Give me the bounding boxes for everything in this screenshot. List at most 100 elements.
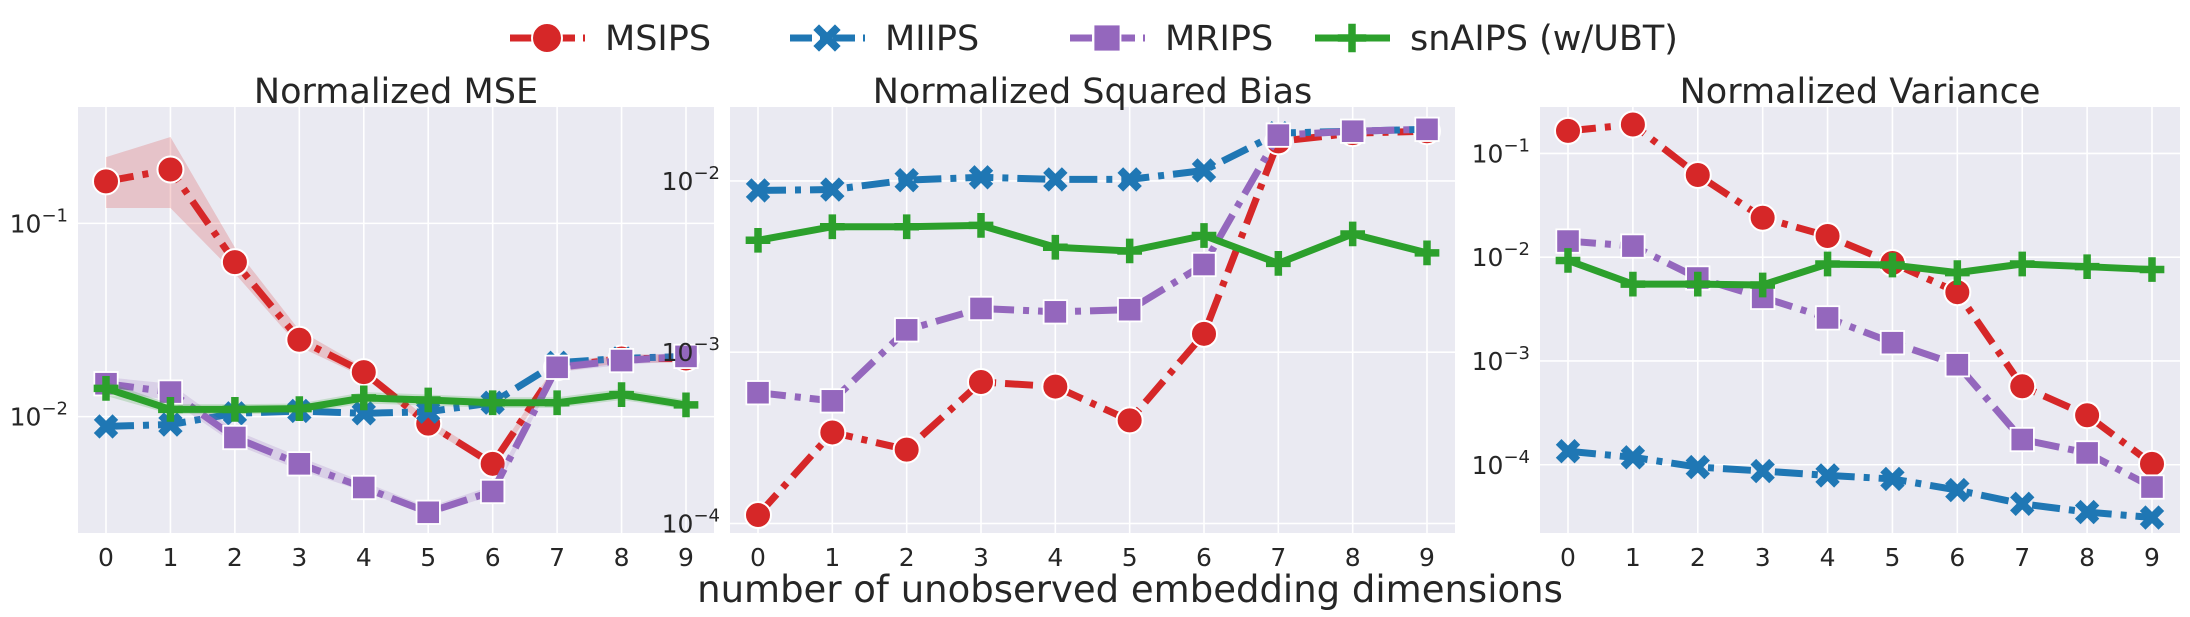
x-tick-label: 0 <box>1560 543 1576 572</box>
panel-title: Normalized Variance <box>1680 72 2041 112</box>
y-tick-base: 10 <box>1472 243 1504 272</box>
series-mrips <box>745 116 1440 414</box>
series-miips <box>1555 439 2165 530</box>
data-point <box>2073 401 2102 430</box>
series-line <box>757 125 1428 405</box>
data-point <box>544 390 570 416</box>
y-tick-base: 10 <box>662 509 694 538</box>
data-point <box>894 167 919 193</box>
data-point <box>892 435 921 464</box>
y-tick-exponent: −3 <box>693 334 720 355</box>
x-tick-label: 7 <box>2014 543 2030 572</box>
data-point <box>967 367 995 396</box>
legend-item-msips: MSIPS <box>510 19 711 59</box>
data-point <box>673 392 699 418</box>
data-point <box>1340 221 1366 247</box>
series-mrips <box>1555 228 2165 500</box>
series-line <box>1566 257 2153 289</box>
data-point <box>415 499 441 525</box>
data-point <box>609 382 634 407</box>
y-tick-exponent: −2 <box>693 163 720 184</box>
y-tick-base: 10 <box>10 403 42 432</box>
legend-item-miips: MIIPS <box>790 19 979 59</box>
data-point <box>1750 458 1775 484</box>
data-point <box>673 343 699 369</box>
data-point <box>222 397 248 422</box>
x-tick-label: 5 <box>1884 543 1900 572</box>
data-point <box>1265 251 1291 276</box>
data-point <box>1115 406 1144 435</box>
x-tick-label: 4 <box>1047 543 1063 572</box>
series-line <box>755 127 1428 518</box>
x-axis-label: number of unobserved embedding dimension… <box>697 568 1563 611</box>
y-tick-label: 10−2 <box>662 163 720 196</box>
series-snaips-w-ubt <box>93 376 699 422</box>
data-point <box>1191 251 1217 278</box>
x-tick-label: 8 <box>2079 543 2095 572</box>
series-group <box>92 136 700 525</box>
data-point <box>745 227 771 253</box>
x-tick-label: 5 <box>420 543 436 572</box>
series-line <box>105 352 687 516</box>
data-point <box>2139 474 2165 500</box>
legend-marker <box>531 22 563 54</box>
data-point <box>480 478 506 505</box>
y-tick-label: 10−2 <box>10 399 68 432</box>
y-tick-exponent: −1 <box>1503 135 1530 156</box>
x-tick-label: 1 <box>1625 543 1641 572</box>
data-point <box>2074 499 2100 525</box>
legend-marker <box>1092 23 1122 53</box>
x-tick-label: 5 <box>1122 543 1138 572</box>
x-tick-label: 4 <box>356 543 372 572</box>
data-point <box>1555 248 1581 273</box>
data-point <box>2010 491 2035 517</box>
data-point <box>1620 445 1646 470</box>
x-tick-label: 0 <box>98 543 114 572</box>
data-point <box>1043 167 1068 192</box>
series-group <box>744 116 1441 530</box>
data-point <box>351 401 376 426</box>
data-point <box>1685 271 1711 297</box>
data-point <box>1414 116 1440 142</box>
y-tick-label: 10−3 <box>1472 343 1530 376</box>
series-snaips-w-ubt <box>745 213 1440 276</box>
data-point <box>1685 454 1710 480</box>
series-msips <box>744 117 1441 530</box>
y-tick-exponent: −2 <box>1503 239 1530 260</box>
x-tick-label: 3 <box>291 543 307 572</box>
data-point <box>158 412 183 437</box>
data-point <box>2138 449 2166 478</box>
x-tick-label: 9 <box>2144 543 2160 572</box>
data-point <box>92 167 120 196</box>
y-tick-base: 10 <box>1472 139 1504 168</box>
data-point <box>744 501 772 530</box>
data-point <box>2009 426 2035 453</box>
y-tick-label: 10−4 <box>1472 447 1530 480</box>
data-point <box>1041 372 1070 401</box>
x-tick-label: 7 <box>549 543 565 572</box>
data-point <box>1815 463 1840 488</box>
data-point <box>894 317 920 343</box>
data-point <box>1117 167 1142 192</box>
y-tick-base: 10 <box>662 167 694 196</box>
series-line <box>757 221 1428 267</box>
y-tick-exponent: −4 <box>693 505 720 526</box>
x-tick-label: 9 <box>678 543 694 572</box>
data-point <box>1340 118 1366 144</box>
series-snaips-w-ubt <box>1555 248 2165 298</box>
y-tick-base: 10 <box>1472 347 1504 376</box>
series-mrips <box>93 343 699 525</box>
data-point <box>286 396 312 421</box>
data-point <box>285 325 314 354</box>
data-point <box>894 214 920 240</box>
series-line <box>1567 237 2154 491</box>
data-point <box>544 354 570 380</box>
data-point <box>1880 466 1905 492</box>
data-point <box>1815 251 1840 277</box>
y-tick-base: 10 <box>662 338 694 367</box>
data-point <box>1042 234 1068 260</box>
